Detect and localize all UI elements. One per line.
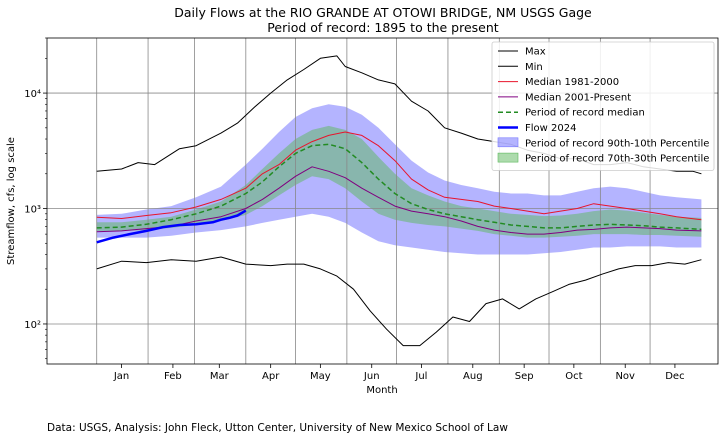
legend-70-30-percentile: Period of record 70th-30th Percentile xyxy=(525,154,709,165)
x-tick-label: Apr xyxy=(262,371,280,382)
legend-swatch xyxy=(497,137,519,148)
y-tick-label: 10⁴ xyxy=(24,89,41,100)
chart-subtitle: Period of record: 1895 to the present xyxy=(267,20,498,35)
y-tick-label: 10² xyxy=(24,320,41,331)
legend-90-10-percentile: Period of record 90th-10th Percentile xyxy=(525,138,709,149)
x-tick-label: May xyxy=(310,371,331,382)
percentile-bands xyxy=(96,104,702,255)
x-tick-label: Dec xyxy=(665,371,684,382)
legend-min: Min xyxy=(525,62,543,73)
x-tick-label: Sep xyxy=(515,371,534,382)
flow-2024-line xyxy=(96,209,247,244)
legend-period-record-median: Period of record median xyxy=(525,108,645,119)
y-axis-ticks: 10² 10³ 10⁴ xyxy=(24,37,47,360)
median-1981-2000-line xyxy=(96,131,702,221)
legend-flow-2024: Flow 2024 xyxy=(525,123,576,134)
x-axis-label: Month xyxy=(366,385,397,396)
legend-box xyxy=(491,41,715,171)
min-line xyxy=(96,256,702,347)
x-tick-label: Aug xyxy=(463,371,483,382)
period-record-median-line xyxy=(96,143,702,231)
x-tick-label: Jun xyxy=(363,371,380,382)
y-tick-label: 10³ xyxy=(24,205,41,216)
legend-median-2001-present: Median 2001-Present xyxy=(525,92,631,103)
footer-credit: Data: USGS, Analysis: John Fleck, Utton … xyxy=(47,422,508,434)
x-tick-label: Nov xyxy=(615,371,635,382)
band-70-30-percentile xyxy=(96,125,702,238)
x-tick-label: Jul xyxy=(414,371,427,382)
legend-max: Max xyxy=(525,47,546,58)
y-axis-label: Streamflow, cfs, log scale xyxy=(6,137,17,265)
chart-title: Daily Flows at the RIO GRANDE AT OTOWI B… xyxy=(174,5,592,20)
x-tick-label: Feb xyxy=(164,371,182,382)
median-2001-present-line xyxy=(96,166,702,235)
plot-frame xyxy=(46,37,719,365)
x-tick-label: Oct xyxy=(565,371,582,382)
legend-swatch xyxy=(497,152,519,163)
legend: Max Min Median 1981-2000 Median 2001-Presen… xyxy=(491,41,715,171)
x-axis-ticks: Jan Feb Mar Apr May Jun Jul Aug Sep Oct Nov Dec xyxy=(113,364,685,382)
x-tick-label: Mar xyxy=(210,371,230,382)
x-tick-label: Jan xyxy=(113,371,129,382)
legend-median-1981-2000: Median 1981-2000 xyxy=(525,77,619,88)
